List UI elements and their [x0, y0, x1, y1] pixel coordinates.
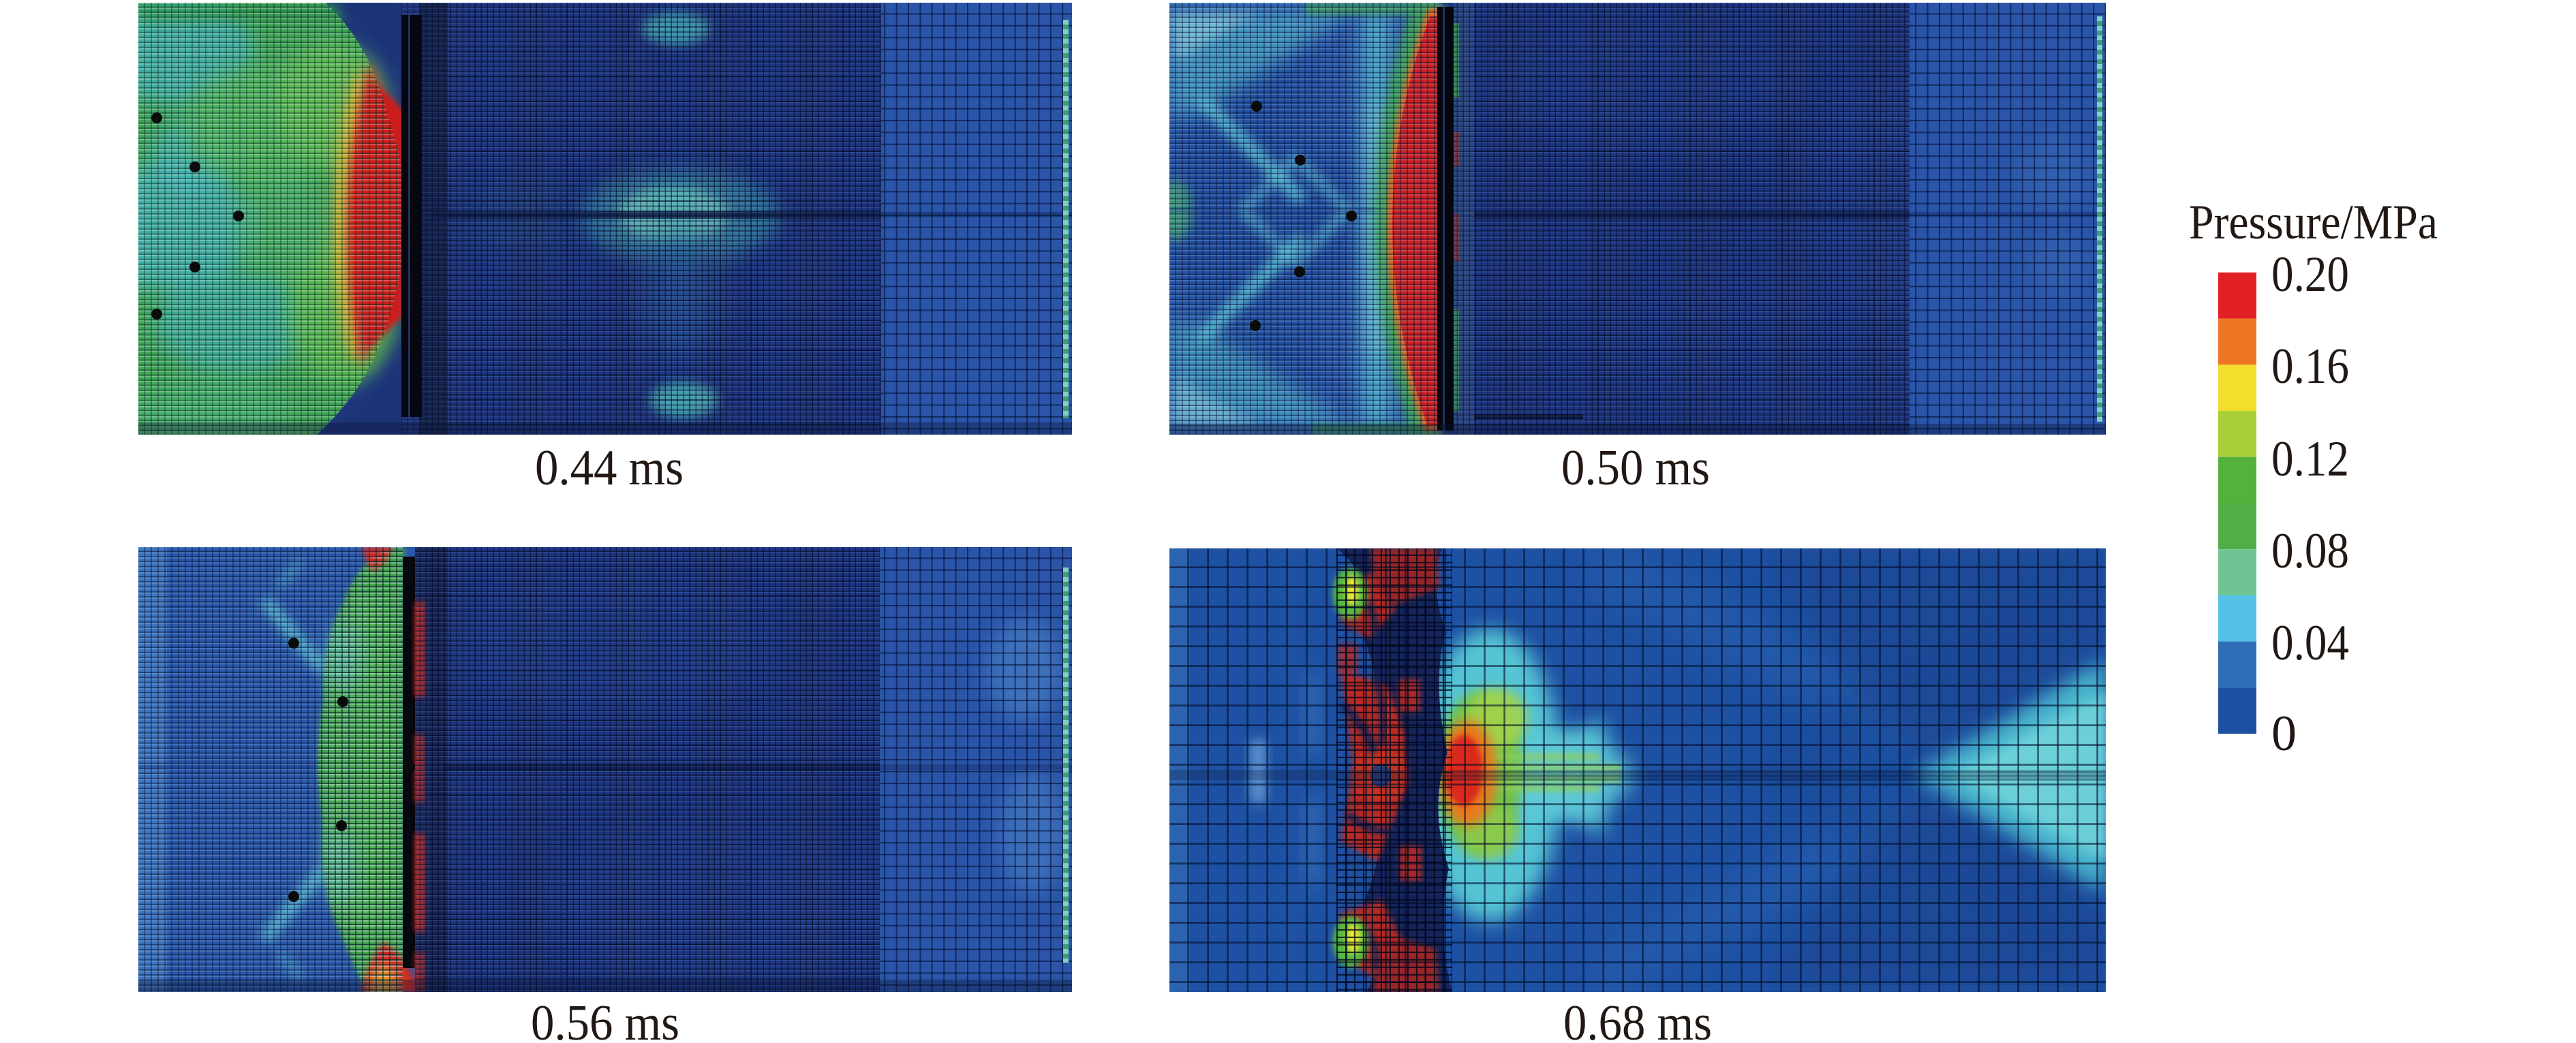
svg-text:0.04: 0.04 — [2271, 615, 2349, 671]
svg-text:0.12: 0.12 — [2271, 431, 2349, 487]
svg-text:Pressure/MPa: Pressure/MPa — [2189, 195, 2438, 249]
svg-text:0.68 ms: 0.68 ms — [1563, 995, 1712, 1043]
svg-text:0.20: 0.20 — [2271, 247, 2349, 302]
svg-text:0.16: 0.16 — [2271, 339, 2349, 394]
svg-text:0: 0 — [2271, 706, 2297, 762]
svg-text:0.08: 0.08 — [2271, 523, 2349, 579]
svg-text:0.44 ms: 0.44 ms — [535, 440, 684, 496]
svg-text:0.50 ms: 0.50 ms — [1561, 440, 1710, 496]
svg-text:0.56 ms: 0.56 ms — [531, 995, 679, 1043]
